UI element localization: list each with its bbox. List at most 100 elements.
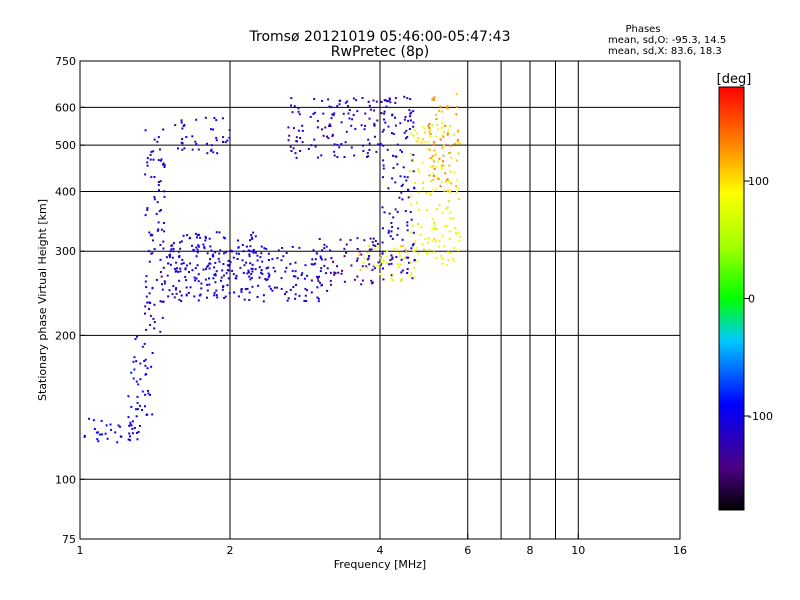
data-point bbox=[344, 101, 347, 104]
data-point bbox=[267, 259, 270, 261]
data-point bbox=[414, 181, 417, 184]
data-point bbox=[163, 164, 166, 167]
stats-line-x: mean, sd,X: 83.6, 18.3 bbox=[608, 46, 722, 57]
data-point bbox=[433, 221, 435, 224]
data-point bbox=[444, 172, 447, 175]
data-point bbox=[338, 103, 341, 106]
data-point bbox=[235, 252, 238, 255]
data-point bbox=[356, 248, 359, 250]
data-point bbox=[343, 156, 346, 158]
data-point bbox=[160, 228, 163, 231]
data-point bbox=[244, 288, 247, 291]
data-point bbox=[426, 209, 428, 212]
data-point bbox=[181, 127, 184, 130]
data-point bbox=[453, 142, 456, 145]
data-point bbox=[128, 432, 131, 435]
data-point bbox=[292, 275, 295, 278]
data-point bbox=[354, 127, 357, 130]
data-point bbox=[132, 377, 135, 380]
data-point bbox=[148, 308, 150, 310]
data-point bbox=[172, 285, 175, 288]
data-point bbox=[408, 261, 410, 264]
data-point bbox=[432, 160, 435, 163]
data-point bbox=[149, 314, 152, 317]
data-point bbox=[157, 184, 160, 186]
data-point bbox=[292, 147, 295, 150]
data-point bbox=[443, 225, 446, 228]
data-point bbox=[336, 105, 339, 108]
data-point bbox=[442, 124, 445, 127]
data-point bbox=[430, 165, 433, 168]
data-point bbox=[368, 263, 371, 266]
data-point bbox=[403, 131, 406, 134]
data-point bbox=[195, 246, 198, 249]
data-point bbox=[319, 281, 321, 284]
data-point bbox=[347, 112, 350, 115]
data-point bbox=[367, 244, 370, 247]
data-point bbox=[377, 143, 379, 146]
data-point bbox=[180, 294, 183, 297]
data-point bbox=[310, 144, 313, 147]
data-point bbox=[179, 241, 181, 244]
x-tick-label: 8 bbox=[527, 544, 534, 557]
data-point bbox=[272, 266, 275, 269]
data-point bbox=[441, 160, 444, 163]
data-point bbox=[327, 98, 330, 101]
data-point bbox=[313, 111, 316, 114]
data-point bbox=[189, 286, 192, 289]
data-point bbox=[294, 261, 297, 264]
data-point bbox=[428, 237, 430, 240]
data-point bbox=[455, 106, 458, 108]
data-point bbox=[432, 175, 435, 177]
data-point bbox=[318, 238, 321, 240]
data-point bbox=[325, 245, 328, 248]
data-point bbox=[441, 211, 444, 214]
data-point bbox=[438, 109, 440, 112]
data-point bbox=[222, 236, 225, 239]
data-point bbox=[410, 272, 413, 275]
data-point bbox=[340, 143, 343, 145]
data-point bbox=[392, 279, 394, 282]
data-point bbox=[96, 438, 99, 441]
data-point bbox=[214, 251, 217, 254]
data-point bbox=[440, 126, 443, 129]
data-point bbox=[450, 182, 453, 185]
data-point bbox=[208, 237, 211, 240]
data-point bbox=[390, 274, 393, 277]
data-point bbox=[438, 157, 441, 160]
data-point bbox=[317, 297, 320, 300]
data-point bbox=[222, 285, 224, 288]
data-point bbox=[163, 282, 166, 285]
data-point bbox=[276, 286, 278, 289]
data-point bbox=[434, 187, 437, 190]
data-point bbox=[266, 278, 269, 281]
data-point bbox=[434, 135, 437, 138]
data-point bbox=[372, 244, 375, 247]
data-point bbox=[157, 159, 160, 162]
data-point bbox=[181, 138, 184, 140]
data-point bbox=[412, 170, 415, 173]
data-point bbox=[438, 239, 441, 242]
data-point bbox=[445, 180, 448, 183]
data-point bbox=[105, 424, 108, 427]
colorbar-ticks: 100 0 -100 bbox=[744, 175, 773, 423]
data-point bbox=[297, 129, 300, 132]
data-point bbox=[129, 423, 132, 426]
data-point bbox=[396, 210, 399, 213]
data-point bbox=[394, 155, 397, 158]
data-point bbox=[411, 277, 414, 280]
data-point bbox=[417, 191, 420, 194]
data-point bbox=[407, 189, 410, 191]
data-point bbox=[434, 152, 437, 155]
data-point bbox=[434, 240, 437, 243]
data-point bbox=[184, 275, 187, 278]
data-point bbox=[294, 275, 297, 278]
data-point bbox=[223, 297, 226, 299]
data-point bbox=[199, 236, 202, 239]
data-point bbox=[197, 299, 200, 302]
data-point bbox=[440, 138, 442, 141]
y-tick-label: 500 bbox=[55, 139, 76, 152]
x-tick-label: 1 bbox=[77, 544, 84, 557]
data-point bbox=[249, 250, 252, 253]
